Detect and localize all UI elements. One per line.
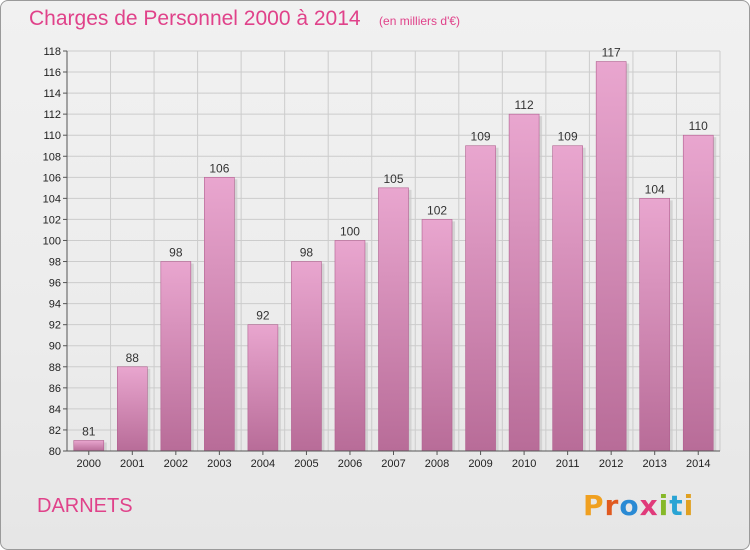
bar-2013 [639, 198, 671, 452]
data-label-2006: 100 [340, 224, 360, 238]
bar-2006 [334, 240, 366, 452]
title-row: Charges de Personnel 2000 à 2014 (en mil… [29, 7, 460, 31]
data-label-2013: 104 [645, 182, 665, 196]
x-tick-label-2013: 2013 [642, 458, 666, 470]
axes [63, 50, 720, 455]
y-tick-label: 82 [49, 425, 61, 437]
data-label-2000: 81 [82, 424, 96, 438]
y-tick-label: 80 [49, 446, 61, 458]
x-tick-label-2011: 2011 [556, 458, 580, 470]
y-tick-label: 90 [49, 341, 61, 353]
x-tick-label-2000: 2000 [77, 458, 101, 470]
y-tick-label: 114 [43, 88, 61, 100]
x-tick-label-2002: 2002 [164, 458, 188, 470]
bar-2011 [552, 145, 583, 452]
data-label-2011: 109 [558, 130, 578, 144]
y-tick-label: 84 [49, 404, 61, 416]
logo-letter: P [583, 489, 605, 522]
y-tick-label: 118 [43, 46, 61, 58]
data-label-2005: 98 [300, 246, 314, 260]
data-label-2001: 88 [126, 351, 140, 365]
x-tick-label-2005: 2005 [294, 458, 318, 470]
y-tick-label: 112 [43, 109, 61, 121]
data-label-2012: 117 [602, 46, 621, 60]
x-tick-label-2007: 2007 [381, 458, 405, 470]
bar-2005 [291, 261, 322, 452]
x-tick-label-2009: 2009 [468, 458, 492, 470]
y-tick-label: 104 [43, 193, 61, 205]
data-label-2003: 106 [209, 161, 229, 175]
y-tick-label: 94 [49, 299, 61, 311]
labels: 80 82 84 86 88 90 92 94 96 98 100 102 104 106 108 110 11… [43, 46, 711, 470]
logo-letter: t [669, 489, 684, 522]
logo-letter: o [619, 489, 640, 522]
chart-title: Charges de Personnel 2000 à 2014 [29, 7, 361, 30]
data-label-2009: 109 [471, 130, 491, 144]
bar-2000 [73, 440, 105, 452]
bar-2008 [421, 219, 453, 452]
bar-2002 [160, 261, 192, 452]
bar-2010 [508, 113, 540, 452]
logo-letter: r [604, 489, 620, 522]
data-label-2004: 92 [256, 309, 270, 323]
x-tick-label-2004: 2004 [251, 458, 275, 470]
y-tick-label: 86 [49, 383, 61, 395]
y-tick-label: 108 [43, 151, 61, 163]
logo-letter: x [639, 489, 659, 522]
bar-2004 [247, 324, 279, 452]
place-name: DARNETS [37, 495, 133, 517]
proxiti-logo[interactable]: Proxiti [583, 489, 694, 522]
x-tick-label-2003: 2003 [207, 458, 231, 470]
x-tick-label-2001: 2001 [120, 458, 144, 470]
y-tick-label: 110 [43, 130, 61, 142]
chart-unit-label: (en milliers d'€) [379, 14, 461, 28]
bar-2009 [465, 145, 496, 452]
data-label-2008: 102 [427, 203, 447, 217]
logo-letter: i [658, 489, 670, 522]
x-tick-label-2008: 2008 [425, 458, 449, 470]
y-tick-label: 96 [49, 278, 61, 290]
bar-2012 [595, 61, 627, 452]
bar-2007 [378, 187, 409, 452]
y-tick-label: 92 [49, 320, 61, 332]
data-label-2002: 98 [169, 246, 183, 260]
bar-2001 [117, 366, 148, 452]
data-label-2014: 110 [689, 119, 708, 133]
y-tick-label: 88 [49, 362, 61, 374]
y-tick-label: 102 [43, 214, 61, 226]
logo-letter: i [683, 489, 695, 522]
data-label-2010: 112 [515, 98, 534, 112]
y-tick-label: 98 [49, 257, 61, 269]
data-label-2007: 105 [383, 172, 403, 186]
x-tick-label-2010: 2010 [512, 458, 536, 470]
bar-2014 [682, 134, 714, 452]
x-tick-label-2014: 2014 [686, 458, 710, 470]
bars [73, 61, 717, 452]
x-tick-label-2006: 2006 [338, 458, 362, 470]
x-tick-label-2012: 2012 [599, 458, 623, 470]
y-tick-label: 106 [43, 172, 61, 184]
bar-2003 [204, 177, 235, 452]
y-tick-label: 100 [43, 235, 61, 247]
y-tick-label: 116 [43, 67, 61, 79]
